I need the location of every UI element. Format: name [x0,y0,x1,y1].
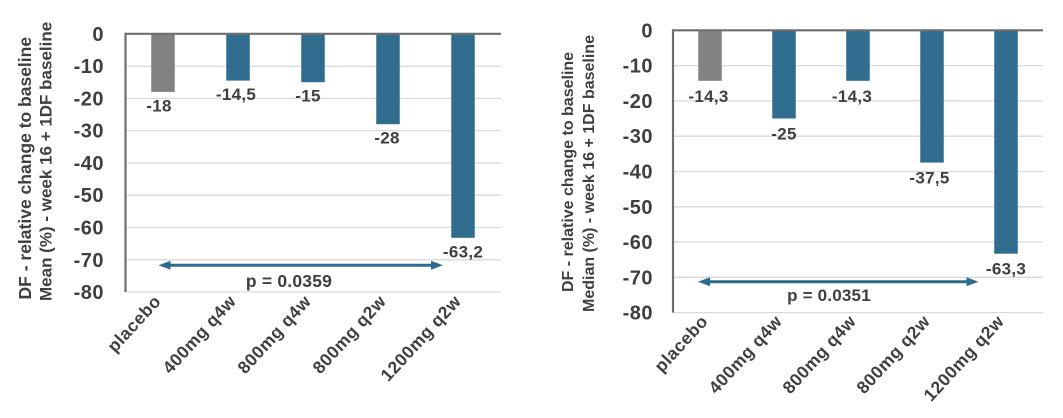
svg-text:0: 0 [641,20,653,42]
svg-text:Median (%) - week 16 + 1DF bas: Median (%) - week 16 + 1DF baseline [581,35,598,312]
svg-text:DF - relative change to baseli: DF - relative change to baseline [560,52,577,292]
svg-text:-37,5: -37,5 [909,169,949,188]
svg-text:-20: -20 [623,91,653,113]
svg-text:-60: -60 [74,218,104,240]
svg-text:-28: -28 [374,129,399,148]
svg-text:-40: -40 [74,153,104,175]
svg-text:-70: -70 [74,250,104,272]
svg-text:-63,3: -63,3 [986,260,1026,279]
svg-text:-30: -30 [623,126,653,148]
svg-text:-10: -10 [74,56,104,78]
svg-text:-20: -20 [74,88,104,110]
svg-text:-10: -10 [623,56,653,78]
svg-text:-14,3: -14,3 [832,87,872,106]
svg-text:-80: -80 [74,282,104,304]
svg-text:-15: -15 [295,87,320,106]
svg-text:-14,5: -14,5 [216,85,256,104]
svg-text:p = 0.0351: p = 0.0351 [787,286,871,305]
svg-text:0: 0 [92,24,104,46]
svg-text:-18: -18 [146,96,171,115]
svg-text:Mean (%) - week 16 + 1DF basel: Mean (%) - week 16 + 1DF baseline [37,22,56,301]
svg-text:-50: -50 [623,197,653,219]
svg-text:-80: -80 [623,303,653,325]
svg-text:p = 0.0359: p = 0.0359 [246,271,332,291]
svg-text:-63,2: -63,2 [443,242,483,261]
svg-text:-70: -70 [623,267,653,289]
svg-text:-60: -60 [623,232,653,254]
svg-text:-40: -40 [623,162,653,184]
svg-text:-25: -25 [771,125,796,144]
svg-text:-14,3: -14,3 [688,87,728,106]
svg-text:-50: -50 [74,185,104,207]
svg-text:-30: -30 [74,121,104,143]
svg-text:DF - relative change to baseli: DF - relative change to baseline [15,37,35,300]
